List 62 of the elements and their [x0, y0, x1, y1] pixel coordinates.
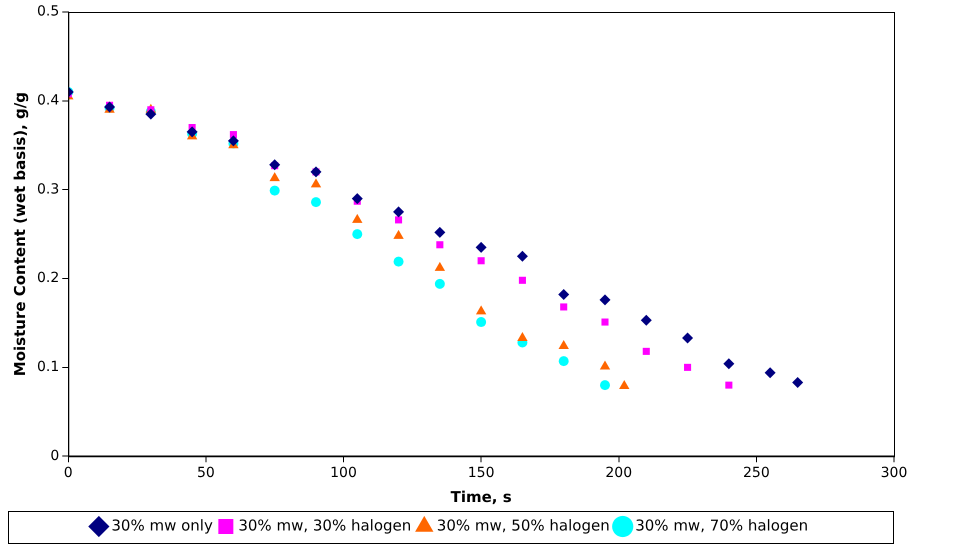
point: [310, 197, 321, 208]
point: [352, 193, 363, 204]
point: [310, 178, 322, 188]
y-axis-title: Moisture Content (wet basis), g/g: [10, 92, 29, 376]
point: [558, 356, 569, 366]
point: [269, 159, 280, 170]
point: [642, 348, 650, 355]
point: [395, 216, 402, 224]
point: [600, 380, 610, 390]
point: [393, 206, 404, 218]
point: [619, 380, 630, 390]
point: [270, 172, 280, 182]
point: [640, 314, 652, 326]
point: [434, 262, 446, 271]
point: [478, 257, 485, 264]
x-tick-label: 50: [196, 465, 215, 482]
point: [792, 376, 804, 388]
x-tick-label: 250: [743, 465, 770, 482]
y-tick-label: 0.2: [37, 270, 60, 286]
point: [516, 250, 528, 262]
point: [434, 226, 446, 238]
point: [558, 289, 570, 300]
point: [560, 303, 568, 310]
point: [434, 278, 445, 289]
point: [270, 186, 280, 196]
legend-label: 30% mw, 30% halogen: [238, 516, 412, 534]
point: [436, 241, 444, 248]
point: [352, 214, 362, 223]
point: [476, 242, 487, 253]
point: [393, 230, 404, 239]
point: [600, 360, 610, 370]
legend-label: 30% mw, 50% halogen: [436, 516, 610, 534]
x-tick-label: 150: [468, 465, 494, 482]
point: [476, 305, 486, 314]
point: [518, 276, 526, 284]
point: [723, 358, 734, 370]
point: [558, 340, 569, 350]
point: [394, 256, 404, 267]
point: [764, 367, 776, 378]
point: [517, 332, 528, 342]
y-tick-label: 0.1: [37, 359, 60, 375]
x-tick-label: 100: [330, 465, 357, 482]
point: [684, 364, 692, 371]
x-tick-label: 300: [880, 465, 908, 482]
y-tick-label: 0.5: [37, 4, 60, 20]
point: [599, 294, 610, 306]
point: [228, 135, 239, 146]
y-tick-label: 0.3: [37, 181, 60, 198]
point: [352, 229, 362, 240]
x-axis-title: Time, s: [450, 488, 512, 506]
y-tick-label: 0.4: [37, 92, 60, 108]
point: [186, 126, 198, 138]
legend-label: 30% mw, 70% halogen: [635, 516, 808, 534]
point: [476, 317, 486, 328]
y-tick-label: 0: [50, 448, 60, 464]
point: [145, 108, 156, 120]
legend-label: 30% mw only: [111, 516, 213, 534]
point: [601, 318, 609, 326]
x-tick-label: 0: [64, 465, 73, 482]
x-tick-label: 200: [605, 465, 632, 482]
point: [725, 382, 732, 389]
point: [682, 332, 694, 344]
